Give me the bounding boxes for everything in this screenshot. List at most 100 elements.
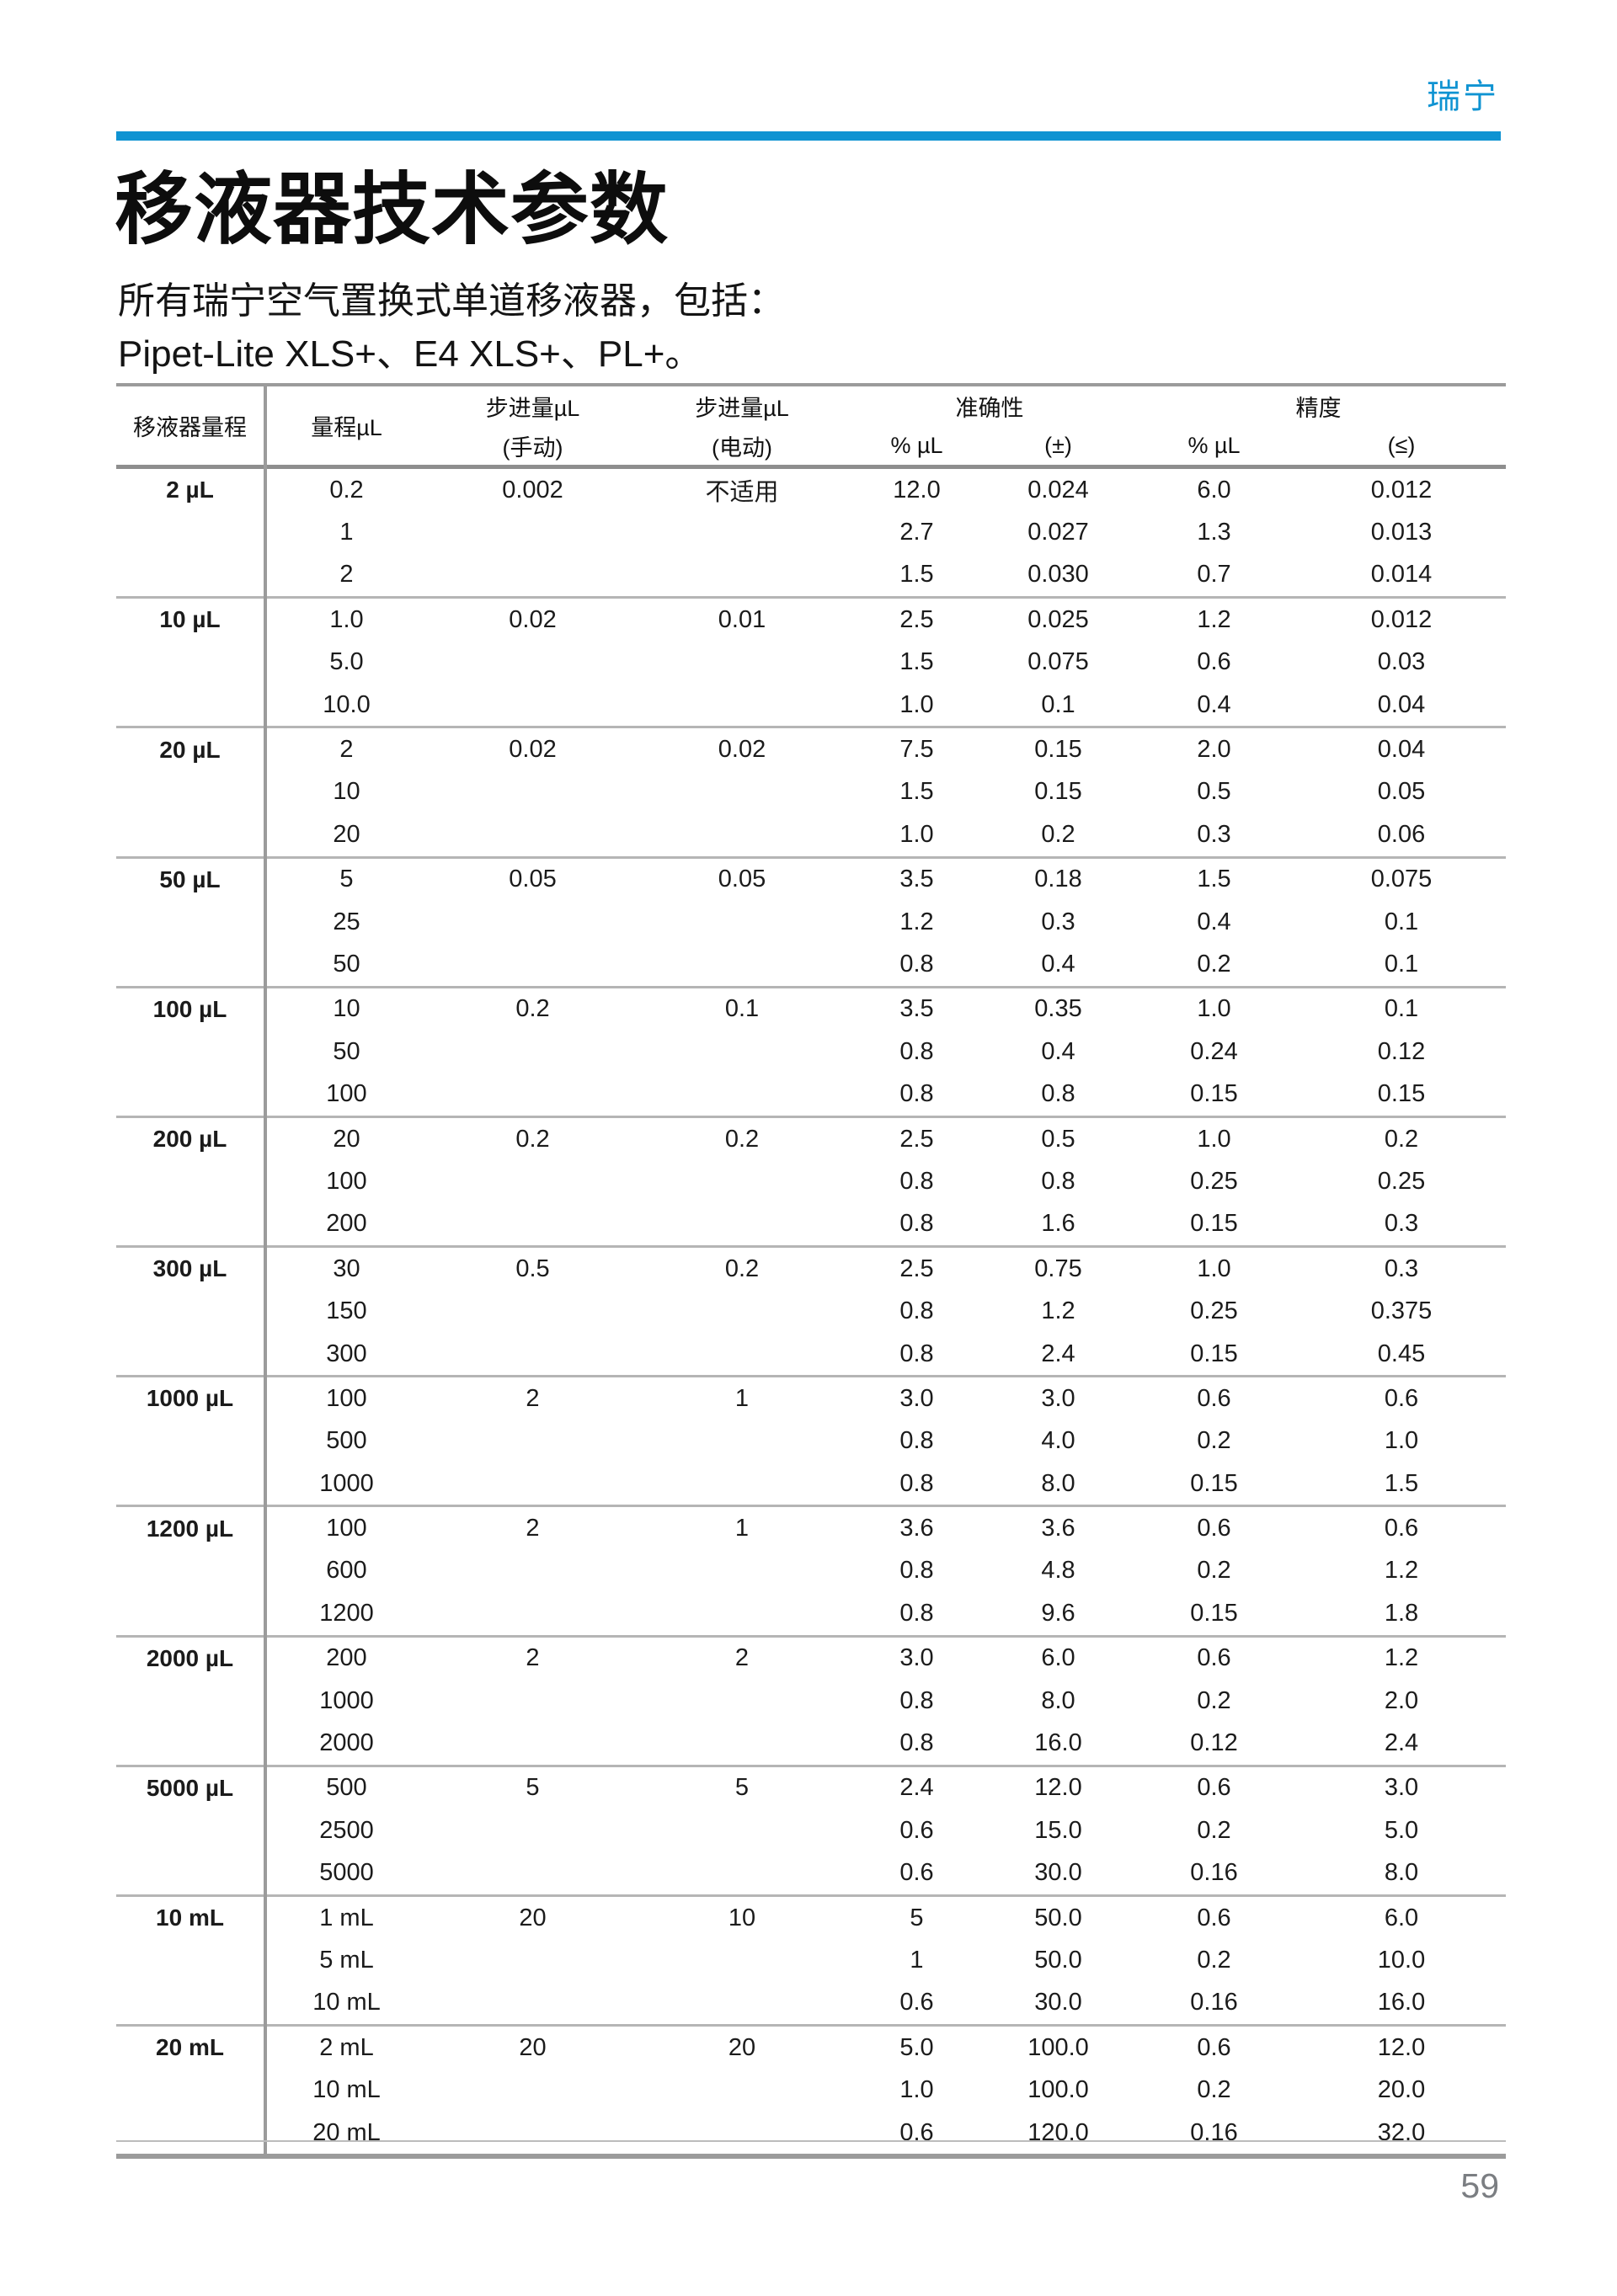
brand-logo-text: 瑞宁: [1427, 78, 1499, 115]
page-number: 59: [1460, 2166, 1499, 2205]
value-cell: 1.5: [848, 553, 985, 599]
range-cell: [116, 553, 264, 599]
range-cell: [116, 2111, 264, 2160]
value-cell: 1.2: [1041, 1297, 1075, 1325]
range-cell: 100 µL: [152, 995, 227, 1022]
value-cell: 10 mL: [312, 2076, 381, 2104]
value-cell: 0.6: [1197, 2033, 1231, 2061]
page-subtitle: 所有瑞宁空气置换式单道移液器，包括： Pipet-Lite XLS+、E4 XL…: [118, 274, 785, 381]
value-cell: 500: [326, 1774, 367, 1802]
value-cell: 0.15: [1131, 1462, 1297, 1508]
value-cell: 0.02: [509, 605, 557, 633]
value-cell: 0.75: [1034, 1255, 1082, 1282]
value-cell: 12.0: [1377, 2033, 1426, 2061]
value-cell: 0.16: [1131, 1981, 1297, 2027]
range-cell: [116, 943, 264, 988]
value-cell: 0.2: [1197, 1686, 1231, 1714]
subtitle-line-2: Pipet-Lite XLS+、E4 XLS+、PL+。: [118, 333, 702, 375]
value-cell: [636, 813, 848, 859]
value-cell: [430, 642, 636, 684]
value-cell: 2.4: [899, 1774, 934, 1802]
value-cell: [430, 1160, 636, 1202]
range-cell: 20 µL: [159, 736, 221, 763]
range-cell: [116, 1550, 264, 1592]
value-cell: 0.04: [1377, 736, 1426, 764]
table-row: 2000 0.8 16.0 0.12 2.4: [116, 1722, 1506, 1767]
value-cell: 0.8: [848, 1073, 985, 1118]
value-cell: [636, 1462, 848, 1508]
range-cell: [116, 813, 264, 859]
table-row: 50 0.8 0.4 0.2 0.1: [116, 943, 1506, 988]
value-cell: 50.0: [1034, 1904, 1082, 1931]
value-cell: 0.6: [899, 1816, 934, 1844]
value-cell: 0.25: [1377, 1167, 1426, 1195]
value-cell: 0.2: [724, 1125, 760, 1153]
table-row: 1 2.7 0.027 1.3 0.013: [116, 511, 1506, 553]
value-cell: 120.0: [985, 2111, 1131, 2160]
value-cell: 10.0: [1377, 1946, 1426, 1974]
header-accuracy-abs: (±): [985, 426, 1131, 469]
value-cell: 0.6: [1197, 1774, 1231, 1802]
header-increment-manual-sub: (手动): [430, 426, 636, 469]
value-cell: 0.8: [848, 1722, 985, 1767]
value-cell: 3.6: [899, 1515, 934, 1542]
value-cell: 1.0: [1197, 1255, 1231, 1282]
value-cell: 0.15: [1131, 1332, 1297, 1378]
value-cell: 3.0: [899, 1644, 934, 1672]
table-row: 1200 µL 100 2 1 3.6 3.6 0.6 0.6: [116, 1506, 1506, 1550]
value-cell: 1200: [264, 1592, 430, 1638]
value-cell: [430, 1462, 636, 1508]
value-cell: 0.01: [718, 605, 766, 633]
table-row: 1000 0.8 8.0 0.2 2.0: [116, 1680, 1506, 1722]
value-cell: 0.03: [1377, 648, 1426, 676]
value-cell: 0.15: [1297, 1073, 1506, 1118]
value-cell: 0.45: [1297, 1332, 1506, 1378]
value-cell: [430, 511, 636, 553]
value-cell: 0.6: [1197, 1515, 1231, 1542]
value-cell: 1: [734, 1515, 750, 1542]
value-cell: 5: [734, 1774, 750, 1802]
value-cell: [636, 1073, 848, 1118]
value-cell: 50.0: [1034, 1946, 1082, 1974]
value-cell: 1: [734, 1384, 750, 1412]
value-cell: 3.5: [899, 866, 934, 893]
value-cell: 1.8: [1297, 1592, 1506, 1638]
value-cell: 0.8: [848, 1592, 985, 1638]
value-cell: [430, 1550, 636, 1592]
value-cell: 0.15: [1131, 1592, 1297, 1638]
value-cell: [430, 1073, 636, 1118]
value-cell: 0.2: [515, 1125, 550, 1153]
value-cell: 0.1: [985, 683, 1131, 729]
range-cell: [116, 1981, 264, 2027]
value-cell: 8.0: [1297, 1851, 1506, 1897]
range-cell: [116, 1462, 264, 1508]
value-cell: [636, 1939, 848, 1981]
value-cell: 1.0: [899, 2076, 934, 2104]
value-cell: 0.3: [1131, 813, 1297, 859]
value-cell: [430, 553, 636, 599]
value-cell: 0.1: [724, 995, 760, 1023]
value-cell: 0.6: [1197, 1904, 1231, 1931]
value-cell: 15.0: [1034, 1816, 1082, 1844]
value-cell: 9.6: [985, 1592, 1131, 1638]
value-cell: 12.0: [893, 476, 941, 503]
value-cell: 0.8: [848, 1332, 985, 1378]
range-cell: [116, 1332, 264, 1378]
value-cell: 1.0: [1384, 1427, 1419, 1455]
value-cell: 0.4: [1041, 1037, 1075, 1065]
value-cell: 5 mL: [319, 1946, 374, 1974]
value-cell: 2.5: [899, 605, 934, 633]
value-cell: [636, 1981, 848, 2027]
value-cell: [430, 1680, 636, 1722]
value-cell: 100: [326, 1384, 367, 1412]
range-cell: [116, 1939, 264, 1981]
value-cell: 1 mL: [319, 1904, 374, 1931]
value-cell: 0.25: [1190, 1297, 1238, 1325]
value-cell: 30: [333, 1255, 360, 1282]
value-cell: 0.2: [1197, 1557, 1231, 1585]
value-cell: 0.05: [1377, 778, 1426, 806]
value-cell: 200: [326, 1644, 367, 1672]
value-cell: 5.0: [899, 2033, 934, 2061]
value-cell: 2: [526, 1515, 540, 1542]
value-cell: [636, 683, 848, 729]
